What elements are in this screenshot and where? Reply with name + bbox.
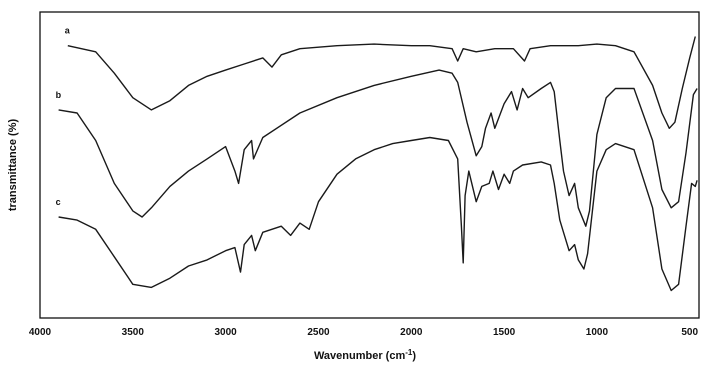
- x-axis-title-superscript: -1: [405, 348, 413, 357]
- y-axis-title: transmittance (%): [7, 119, 19, 212]
- series-label-a: a: [65, 26, 71, 36]
- spectrum-line-a: [67, 36, 696, 129]
- x-axis-title-main: Wavenumber (cm: [314, 350, 406, 362]
- x-tick-label-2000: 2000: [400, 327, 423, 338]
- x-tick-label-500: 500: [681, 327, 698, 338]
- spectrum-line-b: [58, 69, 698, 227]
- x-axis-title: Wavenumber (cm-1): [314, 348, 416, 363]
- x-tick-label-4000: 4000: [29, 327, 52, 338]
- x-tick-labels: 4000 3500 3000 2500 2000 1500 1000 500: [29, 327, 699, 338]
- x-tick-label-1500: 1500: [493, 327, 516, 338]
- x-axis-title-close: ): [412, 350, 416, 362]
- series-label-b: b: [56, 90, 62, 100]
- plot-frame: [39, 11, 700, 319]
- x-tick-label-3500: 3500: [122, 327, 145, 338]
- series-label-c: c: [56, 197, 61, 207]
- x-tick-label-2500: 2500: [307, 327, 330, 338]
- x-tick-label-1000: 1000: [586, 327, 609, 338]
- series-label-group: a b c: [56, 26, 71, 207]
- x-tick-label-3000: 3000: [214, 327, 237, 338]
- spectrum-line-c: [58, 136, 698, 292]
- spectra-group: [58, 36, 698, 292]
